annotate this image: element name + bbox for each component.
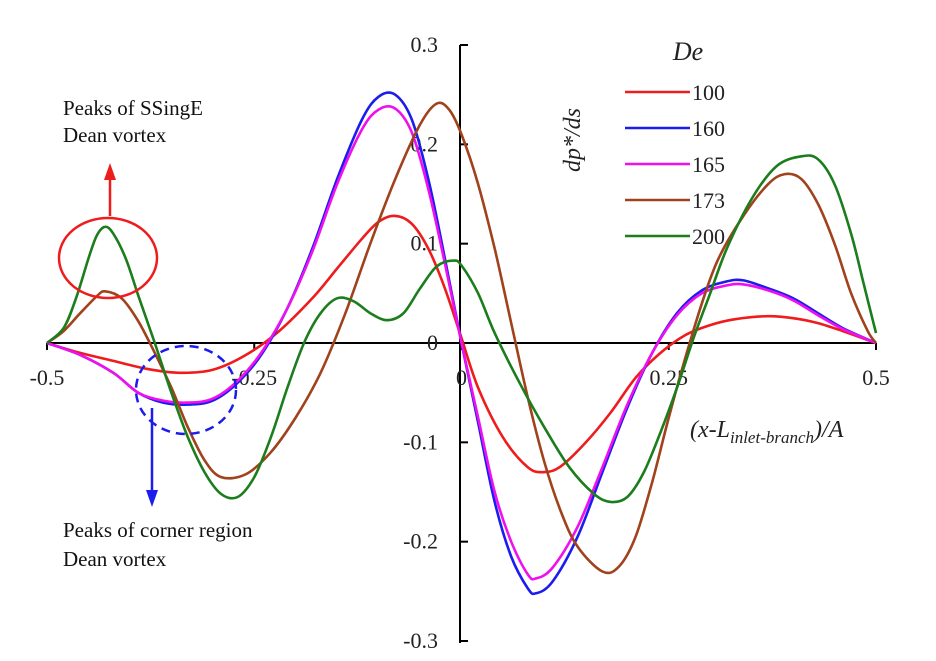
y-tick-label: 0.3 [411, 32, 439, 57]
ssinge-peak-ellipse [57, 216, 159, 300]
x-tick-label: -0.5 [30, 365, 65, 390]
series-line-de-200 [46, 154, 878, 504]
y-axis-label: dp*/ds [560, 108, 586, 172]
legend-label-de-160: 160 [692, 116, 725, 141]
annotation-ssinge-line1: Peaks of SSingE [63, 96, 203, 120]
y-tick-label: -0.3 [403, 628, 438, 653]
series-line-de-165 [46, 105, 877, 581]
corner-arrow-head [146, 490, 158, 507]
legend: De 100 160 165 173 200 [625, 37, 725, 249]
annotation-corner-line2: Dean vortex [63, 547, 167, 571]
y-tick-label: -0.1 [403, 429, 438, 454]
y-tick-label: -0.2 [403, 529, 438, 554]
x-axis-label-part1: (x-L [690, 417, 730, 443]
x-tick-label: 0.5 [862, 365, 890, 390]
series-lines [46, 91, 878, 596]
legend-label-de-165: 165 [692, 152, 725, 177]
series-line-de-100 [46, 214, 877, 474]
corner-peak-ellipse [134, 344, 238, 436]
legend-label-de-173: 173 [692, 188, 725, 213]
annotation-corner-line1: Peaks of corner region [63, 518, 253, 542]
y-tick-label: 0 [427, 330, 438, 355]
annotation-ssinge-line2: Dean vortex [63, 123, 167, 147]
ssinge-arrow-head [104, 163, 116, 180]
x-axis-label-subscript: inlet-branch [730, 428, 814, 447]
annotation-corner: Peaks of corner region Dean vortex [63, 344, 253, 571]
x-axis-label: (x-Linlet-branch)/A [690, 417, 844, 447]
legend-label-de-100: 100 [692, 80, 725, 105]
x-axis-label-part3: )/A [812, 417, 844, 443]
legend-label-de-200: 200 [692, 224, 725, 249]
legend-title: De [672, 37, 703, 66]
x-tick-label: -0.25 [231, 365, 277, 390]
annotation-ssinge: Peaks of SSingE Dean vortex [57, 96, 203, 300]
x-tick-label: 0 [456, 365, 467, 390]
